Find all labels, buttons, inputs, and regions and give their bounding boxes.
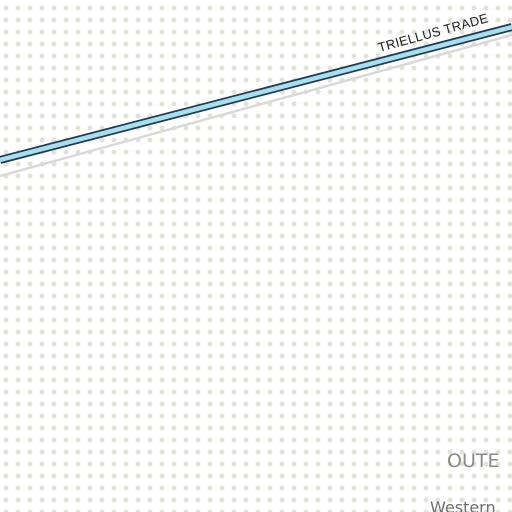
region-label: OUTE <box>447 452 499 471</box>
route-shadow <box>0 35 512 176</box>
triellus-trade-route[interactable] <box>0 27 512 160</box>
sector-label: Western <box>430 500 496 512</box>
